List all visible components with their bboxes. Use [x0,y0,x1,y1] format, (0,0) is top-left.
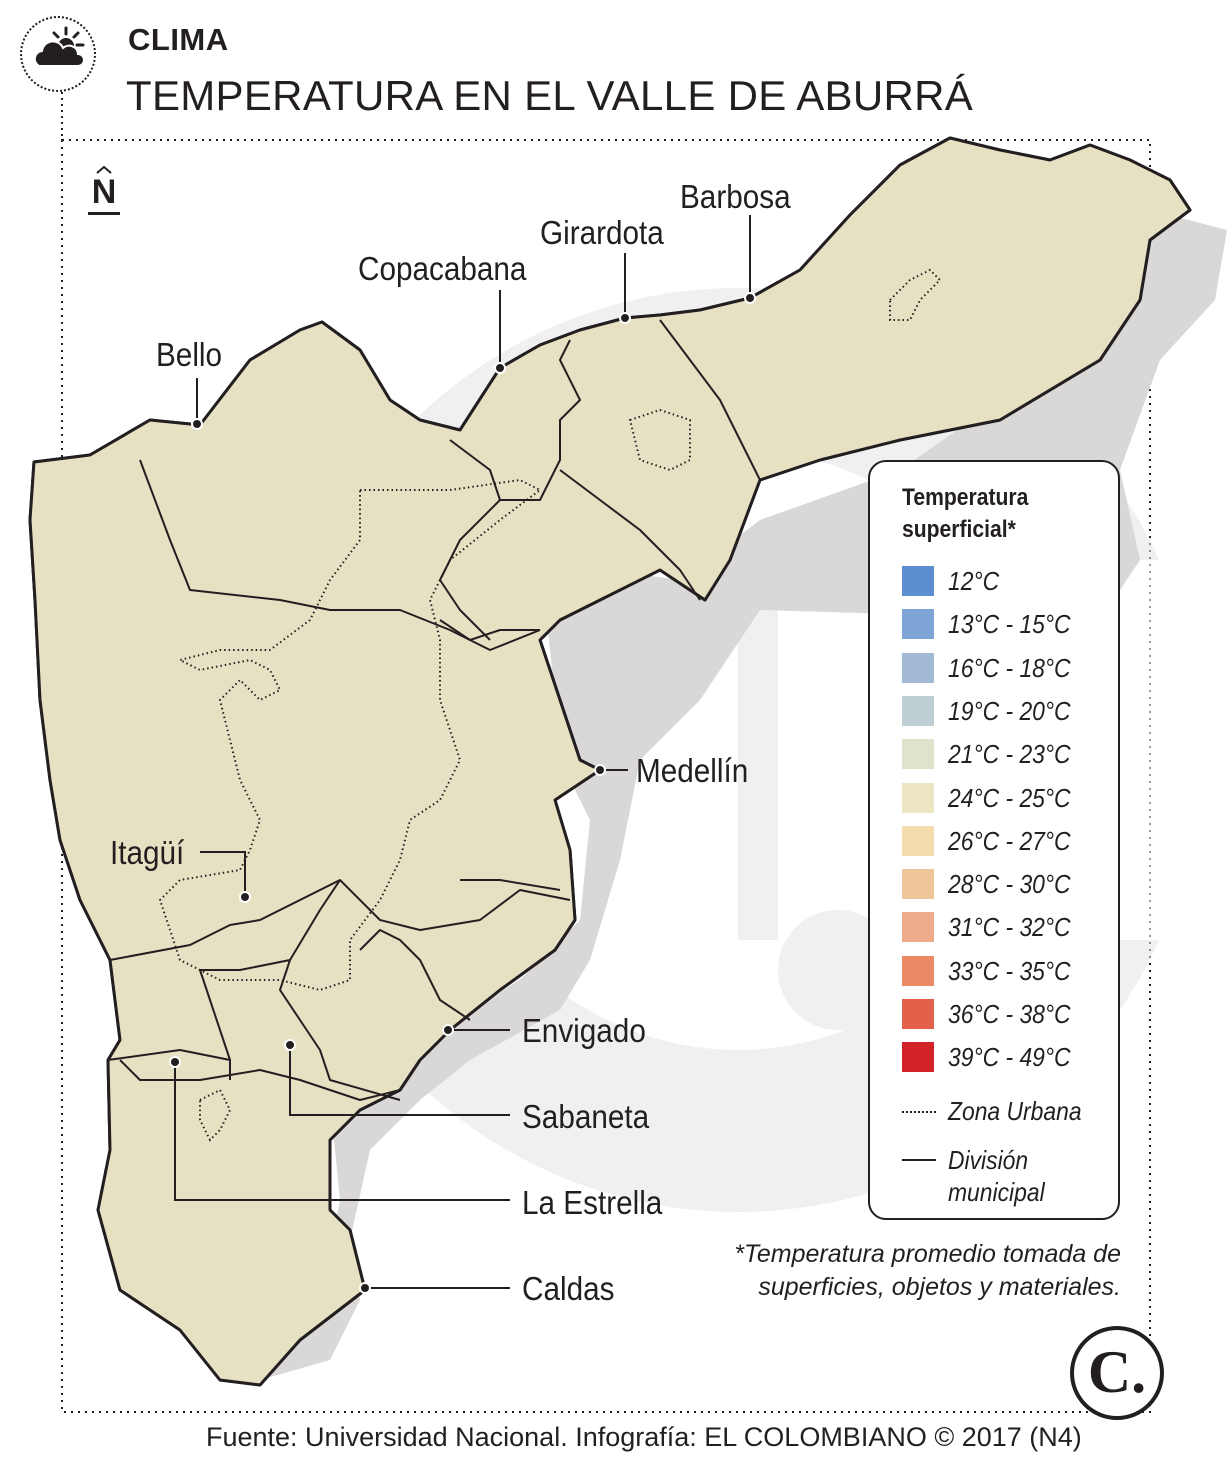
label-la-estrella: La Estrella [522,1184,663,1221]
footnote-line2: superficies, objetos y materiales. [758,1273,1121,1301]
legend-item-label: 39°C - 49°C [948,1042,1071,1073]
label-itagui: Itagüí [110,834,185,871]
legend-item-label: 21°C - 23°C [948,739,1071,770]
source-credit: Fuente: Universidad Nacional. Infografía… [206,1422,1082,1452]
legend-swatch [902,782,934,813]
legend-swatch [902,825,934,856]
badge-leader-line [61,92,63,142]
legend-swatch [902,652,934,683]
legend-division-line2: municipal [948,1177,1045,1207]
label-envigado: Envigado [522,1012,646,1049]
legend-swatch [902,609,934,640]
legend-item-label: 36°C - 38°C [948,999,1071,1029]
brand-logo-letter: C. [1087,1339,1147,1405]
legend-swatch [902,955,934,986]
leader-points [169,292,756,1294]
leader-lines [174,215,751,1289]
label-girardota: Girardota [540,214,664,251]
legend-swatch [902,566,934,596]
legend-item-label: 28°C - 30°C [948,869,1071,900]
footnote: *Temperatura promedio tomada de superfic… [701,1238,1121,1304]
label-sabaneta: Sabaneta [522,1098,650,1135]
division-line-sample [902,1159,936,1161]
label-medellin: Medellín [636,752,749,789]
legend-item-label: 16°C - 18°C [948,652,1071,683]
legend-urban-zone-label: Zona Urbana [948,1096,1082,1126]
legend-item-label: 26°C - 27°C [948,825,1071,856]
legend-swatch [902,869,934,900]
legend-swatch [902,1042,934,1073]
label-copacabana: Copacabana [358,250,527,287]
legend-title: Temperatura superficial* [902,482,1028,546]
legend-swatch [902,695,934,726]
north-indicator: N [88,172,120,215]
section-label: CLIMA [128,22,229,57]
municipal-divisions [107,319,761,1101]
legend-item-label: 19°C - 20°C [948,695,1071,726]
north-arrow-cap [96,166,112,174]
footnote-line1: *Temperatura promedio tomada de [734,1240,1121,1268]
legend-swatch [902,912,934,943]
urban-zone-line-sample [902,1111,936,1113]
legend-division-line1: División [948,1145,1029,1175]
label-bello: Bello [156,336,223,373]
weather-badge [20,16,96,92]
brand-logo: C. [1070,1326,1164,1420]
urban-zone-boundaries [158,268,942,1142]
legend-item-label: 13°C - 15°C [948,609,1071,640]
legend-title-line2: superficial* [902,516,1016,543]
legend: Temperatura superficial* 12°C 13°C - 15°C… [868,460,1120,1220]
legend-swatch [902,999,934,1029]
legend-item-label: 31°C - 32°C [948,912,1071,943]
legend-item-label: 12°C [948,566,1000,596]
page-title: TEMPERATURA EN EL VALLE DE ABURRÁ [126,72,974,119]
legend-item-label: 33°C - 35°C [948,955,1071,986]
sun-cloud-icon [33,26,85,67]
legend-title-line1: Temperatura [902,484,1029,511]
legend-swatch [902,739,934,770]
legend-division-label: División municipal [948,1144,1045,1208]
label-caldas: Caldas [522,1270,615,1307]
legend-item-label: 24°C - 25°C [948,782,1071,813]
label-barbosa: Barbosa [680,178,791,215]
map-frame [61,139,1151,1413]
